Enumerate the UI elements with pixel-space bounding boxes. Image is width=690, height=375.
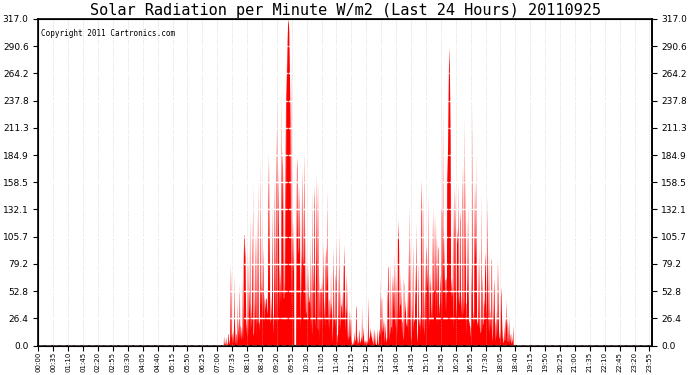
Title: Solar Radiation per Minute W/m2 (Last 24 Hours) 20110925: Solar Radiation per Minute W/m2 (Last 24… bbox=[90, 3, 600, 18]
Text: Copyright 2011 Cartronics.com: Copyright 2011 Cartronics.com bbox=[41, 29, 175, 38]
